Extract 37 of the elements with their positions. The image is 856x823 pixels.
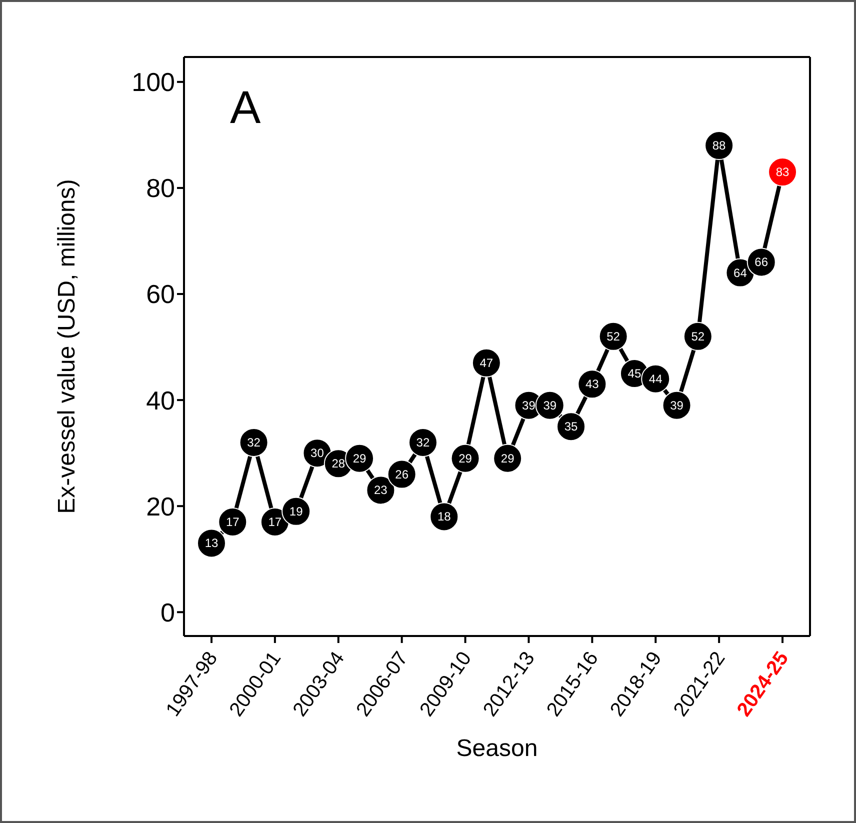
data-label: 83 bbox=[776, 165, 790, 180]
y-axis-title: Ex-vessel value (USD, millions) bbox=[54, 179, 81, 514]
y-tick-label: 60 bbox=[146, 279, 175, 310]
data-label: 35 bbox=[564, 420, 578, 434]
data-label: 17 bbox=[226, 515, 240, 530]
data-label: 32 bbox=[416, 435, 430, 450]
y-tick-label: 40 bbox=[146, 385, 175, 416]
data-label: 18 bbox=[437, 510, 452, 524]
data-label: 39 bbox=[543, 398, 557, 412]
data-label: 29 bbox=[352, 451, 367, 466]
data-label: 44 bbox=[648, 372, 663, 386]
data-label: 52 bbox=[606, 329, 620, 344]
data-label: 66 bbox=[754, 255, 768, 270]
data-label: 19 bbox=[289, 504, 304, 518]
y-tick-label: 0 bbox=[160, 597, 175, 628]
data-label: 39 bbox=[670, 398, 684, 412]
data-label: 29 bbox=[500, 451, 515, 466]
annotation: A bbox=[230, 81, 261, 133]
y-tick-label: 80 bbox=[146, 173, 175, 204]
data-label: 39 bbox=[522, 398, 536, 412]
data-label: 30 bbox=[310, 446, 324, 460]
x-axis-title: Season bbox=[456, 735, 538, 762]
data-label: 43 bbox=[585, 377, 600, 392]
data-label: 47 bbox=[480, 356, 494, 370]
data-label: 52 bbox=[691, 329, 705, 344]
data-label: 13 bbox=[204, 536, 218, 550]
data-label: 32 bbox=[247, 435, 261, 450]
data-label: 26 bbox=[395, 467, 409, 482]
data-label: 17 bbox=[268, 515, 282, 530]
data-label: 29 bbox=[458, 451, 472, 466]
y-tick-label: 20 bbox=[146, 491, 175, 522]
data-label: 23 bbox=[374, 483, 388, 498]
y-tick-label: 100 bbox=[132, 67, 175, 98]
data-label: 28 bbox=[332, 456, 346, 471]
data-label: 88 bbox=[712, 138, 726, 153]
data-label: 64 bbox=[734, 266, 748, 280]
data-label: 45 bbox=[628, 366, 642, 381]
